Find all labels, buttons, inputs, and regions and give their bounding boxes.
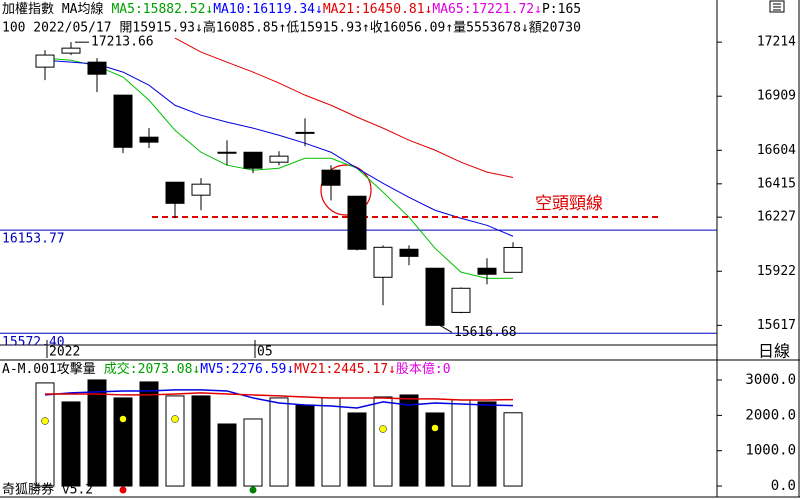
candle-body xyxy=(425,267,445,326)
x-tick-label: 05 xyxy=(257,345,273,360)
header-item: MA65:17221.72↓ xyxy=(432,2,542,17)
info-line: 100 2022/05/17 開15915.93↓高16085.85↑低1591… xyxy=(2,20,581,36)
volume-bar xyxy=(113,397,133,487)
y-tick-label: 3000.0 xyxy=(745,372,796,388)
y-tick-label: 15617 xyxy=(757,318,796,333)
header-item: MV21:2445.17↓ xyxy=(294,362,396,377)
price-panel: 16153.77 15572.40 空頭頸線 17213.66 15616.68 xyxy=(0,35,717,350)
ma-line xyxy=(174,37,514,178)
y-tick-label: 17214 xyxy=(757,35,796,50)
candle-body xyxy=(373,246,393,278)
header-item: P:165 xyxy=(542,2,581,17)
y-tick-label: 16415 xyxy=(757,176,796,191)
candle-body xyxy=(503,246,523,273)
volume-bar xyxy=(295,404,315,487)
footer-label: 奇狐勝券 v5.2 xyxy=(2,482,93,498)
header-line: 加權指數 MA均線 MA5:15882.52↓MA10:16119.34↓MA21… xyxy=(2,1,581,17)
highlight-circle xyxy=(320,164,372,216)
reference-label: 15572.40 xyxy=(2,335,65,350)
volume-bar xyxy=(321,397,341,487)
neckline-label: 空頭頸線 xyxy=(535,194,603,214)
candle-body xyxy=(399,248,419,257)
reference-label: 16153.77 xyxy=(2,232,65,247)
candle-body xyxy=(477,267,497,275)
y-tick-label: 16604 xyxy=(757,143,796,158)
header-item: MA5:15882.52↓ xyxy=(111,2,213,17)
y-tick-label: 1000.0 xyxy=(745,443,796,459)
header-item: MA21:16450.81↓ xyxy=(323,2,433,17)
header-line: A-M.001攻擊量 成交:2073.08↓MV5:2276.59↓MV21:24… xyxy=(2,361,451,377)
candle-body xyxy=(35,54,55,68)
ma-line xyxy=(44,57,514,279)
annotation-label: 15616.68 xyxy=(454,325,517,340)
signal-dot xyxy=(379,425,387,433)
signal-dots xyxy=(41,415,439,494)
period-label: 日線 xyxy=(758,342,790,361)
volume-bar xyxy=(87,379,107,487)
ma-line xyxy=(44,59,514,237)
volume-bar xyxy=(373,396,393,487)
volume-bar xyxy=(61,401,81,487)
header-title: 加權指數 MA均線 xyxy=(2,1,103,17)
volume-bar xyxy=(35,382,55,487)
header-item: MV5:2276.59↓ xyxy=(200,362,294,377)
volume-bar xyxy=(243,418,263,487)
signal-dot xyxy=(119,486,127,494)
y-tick-label: 2000.0 xyxy=(745,407,796,423)
mv-line xyxy=(45,392,514,401)
y-tick-label: 0.0 xyxy=(771,478,796,494)
candle-body xyxy=(269,155,289,163)
candle-body xyxy=(347,195,367,250)
menu-icon[interactable] xyxy=(769,0,785,13)
y-tick-label: 16227 xyxy=(757,210,796,225)
candle-body xyxy=(243,151,263,169)
header-item: 成交:2073.08↓ xyxy=(104,361,200,377)
x-tick-label: 2022 xyxy=(49,345,80,360)
candle-body xyxy=(321,169,341,186)
mv-line xyxy=(44,389,514,409)
signal-dot xyxy=(431,424,439,432)
candle-body xyxy=(295,131,315,134)
candle-body xyxy=(139,136,159,143)
volume-bar xyxy=(399,394,419,487)
y-tick-label: 16909 xyxy=(757,89,796,104)
volume-bar xyxy=(165,395,185,487)
header-title: A-M.001攻擊量 xyxy=(2,361,96,377)
signal-dot xyxy=(171,415,179,423)
y-tick-label: 15922 xyxy=(757,264,796,279)
volume-bar xyxy=(139,381,159,487)
volume-bar xyxy=(347,412,367,487)
candle-body xyxy=(217,151,237,154)
volume-panel xyxy=(35,379,523,487)
volume-bar xyxy=(269,397,289,487)
volume-bar xyxy=(425,412,445,487)
candle-body xyxy=(191,183,211,196)
signal-dot xyxy=(119,415,127,423)
candle-body xyxy=(451,287,471,313)
volume-bar xyxy=(451,399,471,487)
signal-dot xyxy=(41,417,49,425)
volume-bar xyxy=(217,423,237,487)
candle-body xyxy=(61,47,81,54)
header-item: 股本億:0 xyxy=(396,361,451,377)
volume-bar xyxy=(503,412,523,487)
candle-body xyxy=(87,61,107,75)
signal-dot xyxy=(249,486,257,494)
volume-bar xyxy=(191,395,211,487)
volume-bar xyxy=(477,401,497,487)
annotation-leader xyxy=(439,324,453,333)
annotation-label: 17213.66 xyxy=(91,35,154,50)
candle-body xyxy=(165,181,185,204)
candle-body xyxy=(113,94,133,148)
header-item: MA10:16119.34↓ xyxy=(213,2,323,17)
